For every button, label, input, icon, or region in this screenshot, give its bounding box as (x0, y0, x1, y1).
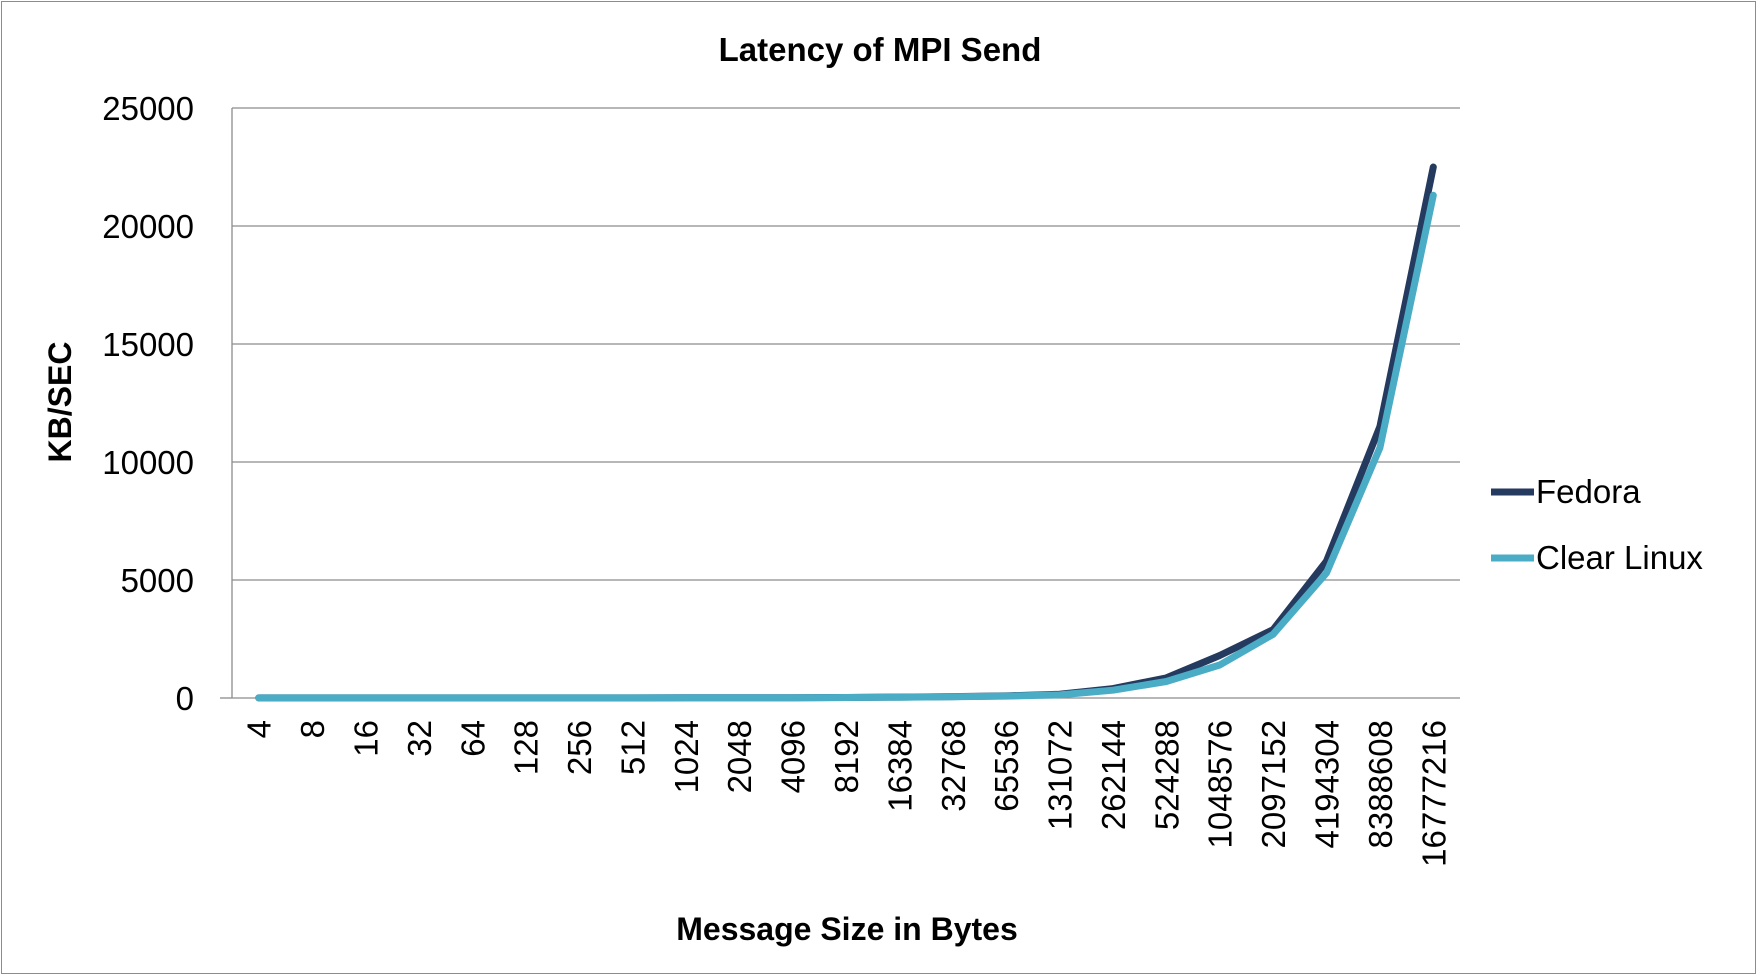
y-tick-label: 10000 (102, 444, 194, 481)
series-line-clear-linux (255, 191, 1437, 702)
x-tick-label: 4 (241, 720, 278, 738)
x-tick-label: 8 (294, 720, 331, 738)
x-tick-label: 8192 (828, 720, 865, 793)
x-tick-label: 512 (614, 720, 651, 775)
legend-label: Fedora (1536, 473, 1641, 510)
y-tick-label: 20000 (102, 208, 194, 245)
series-lines (255, 163, 1437, 702)
x-tick-label: 32 (401, 720, 438, 757)
gridlines (232, 107, 1460, 581)
x-tick-label: 16 (347, 720, 384, 757)
x-tick-labels: 4 8 16 32 64 128 256 512 1024 2048 4096 8192 16384 32… (241, 720, 1453, 867)
x-tick-label: 8388608 (1362, 720, 1399, 848)
x-tick-label: 128 (508, 720, 545, 775)
axes (220, 108, 1460, 699)
x-tick-label: 2097152 (1255, 720, 1292, 848)
y-tick-label: 0 (176, 680, 194, 717)
series-line-fedora (255, 163, 1437, 702)
y-tick-label: 5000 (121, 562, 194, 599)
legend-label: Clear Linux (1536, 539, 1703, 576)
x-tick-label: 16384 (881, 720, 918, 812)
x-tick-label: 256 (561, 720, 598, 775)
x-axis-title: Message Size in Bytes (676, 911, 1017, 947)
x-tick-label: 262144 (1095, 720, 1132, 830)
x-tick-label: 2048 (721, 720, 758, 793)
x-tick-label: 65536 (988, 720, 1025, 812)
x-tick-label: 1048576 (1202, 720, 1239, 848)
x-tick-label: 16777216 (1415, 720, 1452, 867)
y-axis-title: KB/SEC (42, 342, 78, 463)
x-tick-label: 131072 (1042, 720, 1079, 830)
x-tick-label: 64 (454, 720, 491, 757)
x-tick-label: 4194304 (1309, 720, 1346, 848)
y-tick-labels: 0 5000 10000 15000 20000 25000 (102, 90, 194, 717)
legend: Fedora Clear Linux (1491, 473, 1703, 576)
x-tick-label: 524288 (1148, 720, 1185, 830)
x-tick-label: 4096 (775, 720, 812, 793)
y-tick-label: 15000 (102, 326, 194, 363)
x-tick-label: 32768 (935, 720, 972, 812)
y-tick-label: 25000 (102, 90, 194, 127)
chart-title: Latency of MPI Send (719, 31, 1042, 68)
x-tick-label: 1024 (668, 720, 705, 793)
